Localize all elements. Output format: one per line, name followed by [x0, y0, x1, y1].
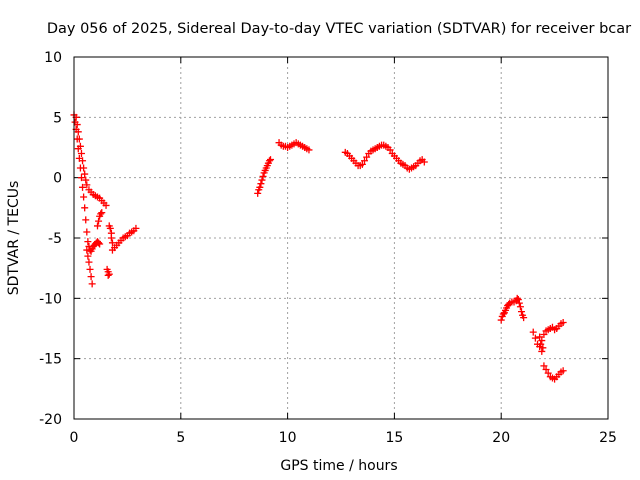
data-point-arc-2 — [259, 172, 267, 180]
data-point-arc-5 — [497, 316, 505, 324]
data-point-arc-1a — [82, 216, 90, 224]
data-point-arc-6 — [540, 331, 548, 339]
data-point-arc-1b — [87, 273, 95, 281]
y-axis-ticks: 10 5 0 -5 -10 -15 -20 — [39, 50, 608, 428]
y-tick-label: -20 — [39, 412, 62, 428]
data-point-arc-5 — [516, 303, 524, 311]
grid-lines — [74, 57, 608, 419]
data-point-arc-1a — [80, 193, 88, 201]
y-tick-label: 10 — [44, 50, 62, 66]
x-tick-label: 20 — [492, 430, 510, 446]
data-point-arc-1c — [102, 201, 110, 209]
x-tick-label: 15 — [385, 430, 403, 446]
plot-frame — [73, 56, 609, 420]
data-point-arc-6 — [538, 337, 546, 345]
data-point-arc-1a — [83, 228, 91, 236]
x-axis-ticks: 0 5 10 15 20 25 — [70, 57, 617, 446]
data-point-arc-4 — [363, 153, 371, 161]
data-point-arc-1a — [79, 183, 87, 191]
x-tick-label: 10 — [279, 430, 297, 446]
data-point-arc-1c — [82, 176, 90, 184]
data-point-arc-5 — [520, 314, 528, 322]
data-point-arc-4 — [386, 146, 394, 154]
data-point-arc-2 — [258, 176, 266, 184]
data-point-arc-4 — [358, 160, 366, 168]
y-tick-label: 5 — [53, 110, 62, 126]
data-point-arc-1f — [108, 239, 116, 247]
x-tick-label: 0 — [70, 430, 79, 446]
data-points — [70, 111, 567, 383]
data-point-arc-1d — [95, 217, 103, 225]
data-point-arc-1d — [97, 210, 105, 218]
data-point-arc-1a — [95, 239, 103, 247]
data-point-arc-1c — [75, 135, 83, 143]
data-point-arc-1a — [77, 174, 85, 182]
data-point-arc-1b — [85, 258, 93, 266]
data-point-arc-2 — [265, 157, 273, 165]
y-tick-label: -15 — [39, 352, 62, 368]
data-point-arc-1c — [79, 157, 87, 165]
data-point-arc-1b — [83, 246, 91, 254]
data-point-arc-1a — [84, 238, 92, 246]
data-point-arc-7 — [539, 344, 547, 352]
data-point-arc-1a — [96, 240, 104, 248]
y-tick-label: 0 — [53, 171, 62, 187]
data-point-arc-1b — [84, 252, 92, 260]
data-point-arc-1g — [132, 224, 140, 232]
x-axis-label: GPS time / hours — [280, 458, 397, 474]
data-point-arc-5 — [517, 308, 525, 316]
data-point-arc-7 — [536, 333, 544, 341]
chart-title: Day 056 of 2025, Sidereal Day-to-day VTE… — [47, 21, 631, 37]
x-tick-label: 25 — [599, 430, 617, 446]
y-tick-label: -10 — [39, 291, 62, 307]
data-point-arc-1f — [106, 224, 114, 232]
data-point-arc-2 — [254, 189, 262, 197]
data-point-arc-8 — [544, 369, 552, 377]
data-point-arc-2 — [257, 180, 265, 188]
data-point-arc-1a — [81, 204, 89, 212]
data-point-arc-5 — [499, 310, 507, 318]
data-point-arc-1c — [80, 164, 88, 172]
data-point-arc-1b — [88, 280, 96, 288]
data-point-arc-6 — [531, 334, 539, 342]
data-point-arc-7 — [538, 347, 546, 355]
data-point-arc-1c — [76, 142, 84, 150]
data-point-arc-4 — [360, 157, 368, 165]
x-tick-label: 5 — [176, 430, 185, 446]
data-point-arc-1c — [77, 150, 85, 158]
data-point-arc-8 — [540, 362, 548, 370]
data-point-arc-1c — [81, 170, 89, 178]
data-point-arc-1d — [93, 222, 101, 230]
data-point-arc-4 — [420, 158, 428, 166]
data-point-arc-8 — [542, 366, 550, 374]
data-point-arc-5 — [515, 299, 523, 307]
data-point-arc-1c — [74, 128, 82, 136]
data-point-arc-6 — [559, 318, 567, 326]
y-axis-label: SDTVAR / TECUs — [6, 181, 22, 296]
data-point-arc-1d — [98, 209, 106, 217]
data-point-arc-1e — [105, 270, 113, 278]
data-point-arc-8 — [559, 367, 567, 375]
data-point-arc-1c — [83, 181, 91, 189]
data-point-arc-3 — [305, 146, 313, 154]
data-point-arc-2 — [256, 183, 264, 191]
data-point-arc-2 — [267, 156, 275, 164]
data-point-arc-7 — [537, 340, 545, 348]
y-tick-label: -5 — [48, 231, 62, 247]
data-point-arc-1f — [107, 234, 115, 242]
data-point-arc-5 — [513, 294, 521, 302]
data-point-arc-5 — [514, 296, 522, 304]
data-point-arc-1e — [104, 271, 112, 279]
data-point-arc-6 — [529, 328, 537, 336]
data-point-arc-1b — [86, 265, 94, 273]
data-point-arc-1c — [73, 121, 81, 129]
